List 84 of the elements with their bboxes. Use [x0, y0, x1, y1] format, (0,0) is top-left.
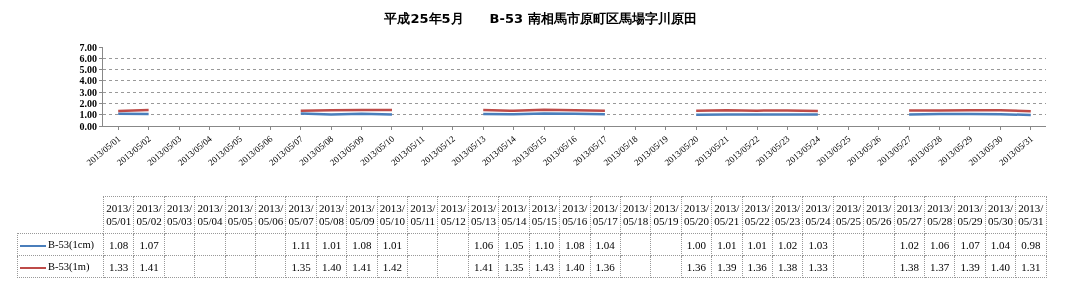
- data-label: 1.01: [711, 233, 743, 256]
- data-label: 1.39: [711, 255, 743, 278]
- data-label: 1.40: [316, 255, 347, 278]
- data-label: 1.37: [924, 255, 955, 278]
- category-label: 2013/05/14: [501, 202, 527, 227]
- data-label: 1.10: [529, 233, 560, 256]
- data-label: 1.43: [529, 255, 560, 278]
- category-label: 2013/05/03: [166, 202, 193, 227]
- data-label: 1.35: [498, 255, 530, 278]
- data-label: 1.41: [468, 255, 499, 278]
- y-tick-label: 6.00: [79, 52, 97, 64]
- category-label: 2013/05/31: [1018, 202, 1044, 227]
- data-label: 1.41: [133, 255, 165, 278]
- category-label: 2013/05/27: [896, 202, 922, 227]
- y-tick-label: 3.00: [79, 86, 97, 98]
- data-label: 1.07: [954, 233, 986, 256]
- data-label: 1.35: [285, 255, 317, 278]
- data-label: 1.01: [316, 233, 347, 256]
- data-label: 1.36: [742, 255, 773, 278]
- data-label: 1.36: [681, 255, 712, 278]
- category-label: 2013/05/02: [136, 202, 162, 227]
- category-label: 2013/05/21: [714, 202, 740, 227]
- data-label: 1.40: [985, 255, 1016, 278]
- data-label: 1.08: [559, 233, 590, 256]
- category-label: 2013/05/23: [775, 202, 801, 227]
- data-label: 1.38: [894, 255, 925, 278]
- chart-title: 平成25年5月 B-53 南相馬市原町区馬場字川原田: [383, 10, 697, 26]
- category-label: 2013/05/13: [471, 202, 497, 227]
- data-label: 0.98: [1015, 233, 1047, 256]
- data-label: 1.31: [1015, 255, 1047, 278]
- y-tick-label: 5.00: [79, 64, 97, 76]
- y-tick-label: 1.00: [79, 109, 97, 121]
- category-label: 2013/05/12: [440, 202, 466, 227]
- category-label: 2013/05/18: [623, 202, 649, 227]
- category-label: 2013/05/24: [805, 202, 831, 227]
- y-tick-label: 0.00: [79, 120, 97, 132]
- category-label: 2013/05/19: [653, 202, 679, 227]
- category-label: 2013/05/26: [866, 202, 892, 227]
- category-label: 2013/05/08: [319, 202, 345, 227]
- category-label: 2013/05/09: [349, 202, 375, 227]
- data-label: 1.40: [559, 255, 590, 278]
- category-label: 2013/05/20: [683, 202, 709, 227]
- data-label: 1.33: [103, 255, 134, 278]
- category-label: 2013/05/30: [987, 202, 1014, 227]
- category-label: 2013/05/05: [227, 202, 253, 227]
- data-label: 1.11: [285, 233, 317, 256]
- data-label: 1.04: [590, 233, 621, 256]
- data-label: 1.39: [954, 255, 986, 278]
- category-label: 2013/05/29: [957, 202, 983, 227]
- y-tick-label: 4.00: [79, 75, 97, 87]
- data-label: 1.02: [894, 233, 925, 256]
- category-label: 2013/05/07: [288, 202, 314, 227]
- legend-label: B-53(1cm): [17, 233, 104, 256]
- category-label: 2013/05/04: [197, 202, 223, 227]
- category-label: 2013/05/22: [744, 202, 770, 227]
- data-label: 1.41: [346, 255, 378, 278]
- data-label: 1.33: [802, 255, 834, 278]
- category-label: 2013/05/15: [531, 202, 557, 227]
- data-label: 1.02: [772, 233, 803, 256]
- data-label: 1.38: [772, 255, 803, 278]
- data-label: 1.04: [985, 233, 1016, 256]
- data-label: 1.00: [681, 233, 712, 256]
- y-tick-label: 7.00: [79, 41, 97, 53]
- data-label: 1.07: [133, 233, 165, 256]
- data-label: 1.01: [377, 233, 408, 256]
- category-label: 2013/05/01: [106, 202, 132, 227]
- category-label: 2013/05/06: [258, 202, 284, 227]
- data-label: 1.08: [346, 233, 378, 256]
- data-label: 1.42: [377, 255, 408, 278]
- data-label: 1.01: [742, 233, 773, 256]
- data-label: 1.03: [802, 233, 834, 256]
- category-label: 2013/05/11: [410, 202, 436, 227]
- category-label: 2013/05/17: [592, 202, 618, 227]
- data-label: 1.05: [498, 233, 530, 256]
- category-label: 2013/05/25: [835, 202, 861, 227]
- category-label: 2013/05/28: [927, 202, 953, 227]
- y-tick-label: 2.00: [79, 97, 97, 109]
- legend-label: B-53(1m): [17, 255, 104, 278]
- data-label: 1.08: [103, 233, 134, 256]
- data-label: 1.06: [468, 233, 499, 256]
- data-label: 1.36: [590, 255, 621, 278]
- category-label: 2013/05/16: [562, 202, 588, 227]
- category-label: 2013/05/10: [379, 202, 405, 227]
- data-label: 1.06: [924, 233, 955, 256]
